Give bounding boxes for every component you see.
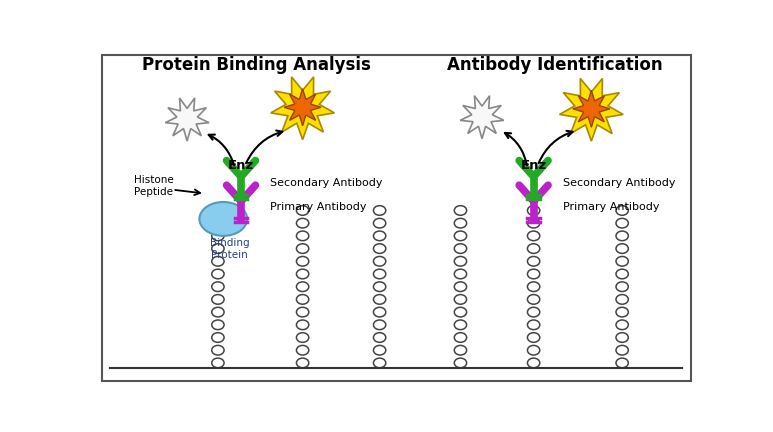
Ellipse shape — [455, 320, 467, 330]
Ellipse shape — [455, 307, 467, 317]
Ellipse shape — [527, 333, 540, 342]
Polygon shape — [560, 79, 623, 141]
Ellipse shape — [373, 282, 386, 292]
Text: Enz: Enz — [520, 159, 547, 172]
Ellipse shape — [297, 257, 308, 266]
Ellipse shape — [455, 269, 467, 279]
Ellipse shape — [212, 320, 224, 330]
Ellipse shape — [616, 269, 628, 279]
Ellipse shape — [527, 358, 540, 368]
Ellipse shape — [212, 295, 224, 304]
Ellipse shape — [527, 244, 540, 254]
Ellipse shape — [212, 231, 224, 241]
Ellipse shape — [527, 282, 540, 292]
Ellipse shape — [199, 202, 247, 236]
Ellipse shape — [455, 282, 467, 292]
Ellipse shape — [212, 269, 224, 279]
Ellipse shape — [527, 320, 540, 330]
Ellipse shape — [527, 218, 540, 228]
Text: Primary Antibody: Primary Antibody — [271, 202, 366, 213]
Ellipse shape — [616, 333, 628, 342]
Ellipse shape — [297, 218, 308, 228]
Text: Enz: Enz — [228, 159, 254, 172]
Ellipse shape — [212, 282, 224, 292]
Ellipse shape — [297, 358, 308, 368]
Ellipse shape — [297, 244, 308, 254]
Polygon shape — [271, 77, 335, 140]
Ellipse shape — [616, 358, 628, 368]
Ellipse shape — [373, 231, 386, 241]
Ellipse shape — [212, 333, 224, 342]
Ellipse shape — [297, 282, 308, 292]
Ellipse shape — [212, 206, 224, 215]
Ellipse shape — [373, 269, 386, 279]
Ellipse shape — [373, 218, 386, 228]
Ellipse shape — [616, 320, 628, 330]
Ellipse shape — [527, 269, 540, 279]
Ellipse shape — [373, 333, 386, 342]
Ellipse shape — [373, 346, 386, 355]
Ellipse shape — [616, 282, 628, 292]
Ellipse shape — [455, 257, 467, 266]
Ellipse shape — [455, 244, 467, 254]
Ellipse shape — [527, 231, 540, 241]
Ellipse shape — [373, 358, 386, 368]
Ellipse shape — [297, 269, 308, 279]
Text: Secondary Antibody: Secondary Antibody — [563, 178, 676, 188]
Text: Protein Binding Analysis: Protein Binding Analysis — [142, 56, 371, 74]
Ellipse shape — [212, 358, 224, 368]
Ellipse shape — [527, 346, 540, 355]
Text: Secondary Antibody: Secondary Antibody — [271, 178, 383, 188]
Ellipse shape — [455, 346, 467, 355]
Ellipse shape — [455, 358, 467, 368]
Ellipse shape — [616, 295, 628, 304]
Ellipse shape — [527, 295, 540, 304]
Ellipse shape — [212, 244, 224, 254]
Ellipse shape — [455, 206, 467, 215]
Ellipse shape — [616, 257, 628, 266]
Ellipse shape — [455, 333, 467, 342]
Ellipse shape — [616, 346, 628, 355]
Ellipse shape — [616, 244, 628, 254]
Ellipse shape — [297, 295, 308, 304]
Ellipse shape — [212, 307, 224, 317]
Ellipse shape — [373, 244, 386, 254]
Ellipse shape — [616, 307, 628, 317]
Ellipse shape — [373, 257, 386, 266]
Ellipse shape — [297, 346, 308, 355]
Text: Primary Antibody: Primary Antibody — [563, 202, 659, 213]
Ellipse shape — [527, 257, 540, 266]
Polygon shape — [165, 98, 209, 141]
Polygon shape — [573, 90, 610, 127]
Ellipse shape — [616, 206, 628, 215]
Ellipse shape — [297, 307, 308, 317]
Ellipse shape — [373, 206, 386, 215]
Ellipse shape — [373, 320, 386, 330]
Text: Histone
Peptide: Histone Peptide — [135, 175, 174, 197]
FancyBboxPatch shape — [101, 55, 691, 381]
Ellipse shape — [297, 231, 308, 241]
Ellipse shape — [212, 346, 224, 355]
Ellipse shape — [212, 257, 224, 266]
Ellipse shape — [297, 206, 308, 215]
Ellipse shape — [527, 206, 540, 215]
Ellipse shape — [297, 333, 308, 342]
Polygon shape — [284, 89, 321, 126]
Text: Antibody Identification: Antibody Identification — [448, 56, 663, 74]
Ellipse shape — [373, 307, 386, 317]
Ellipse shape — [297, 320, 308, 330]
Polygon shape — [460, 95, 504, 139]
Ellipse shape — [212, 218, 224, 228]
Ellipse shape — [455, 295, 467, 304]
Ellipse shape — [616, 218, 628, 228]
Ellipse shape — [455, 218, 467, 228]
Ellipse shape — [455, 231, 467, 241]
Text: Binding
Protein: Binding Protein — [209, 238, 249, 260]
Ellipse shape — [616, 231, 628, 241]
Ellipse shape — [373, 295, 386, 304]
Ellipse shape — [527, 307, 540, 317]
